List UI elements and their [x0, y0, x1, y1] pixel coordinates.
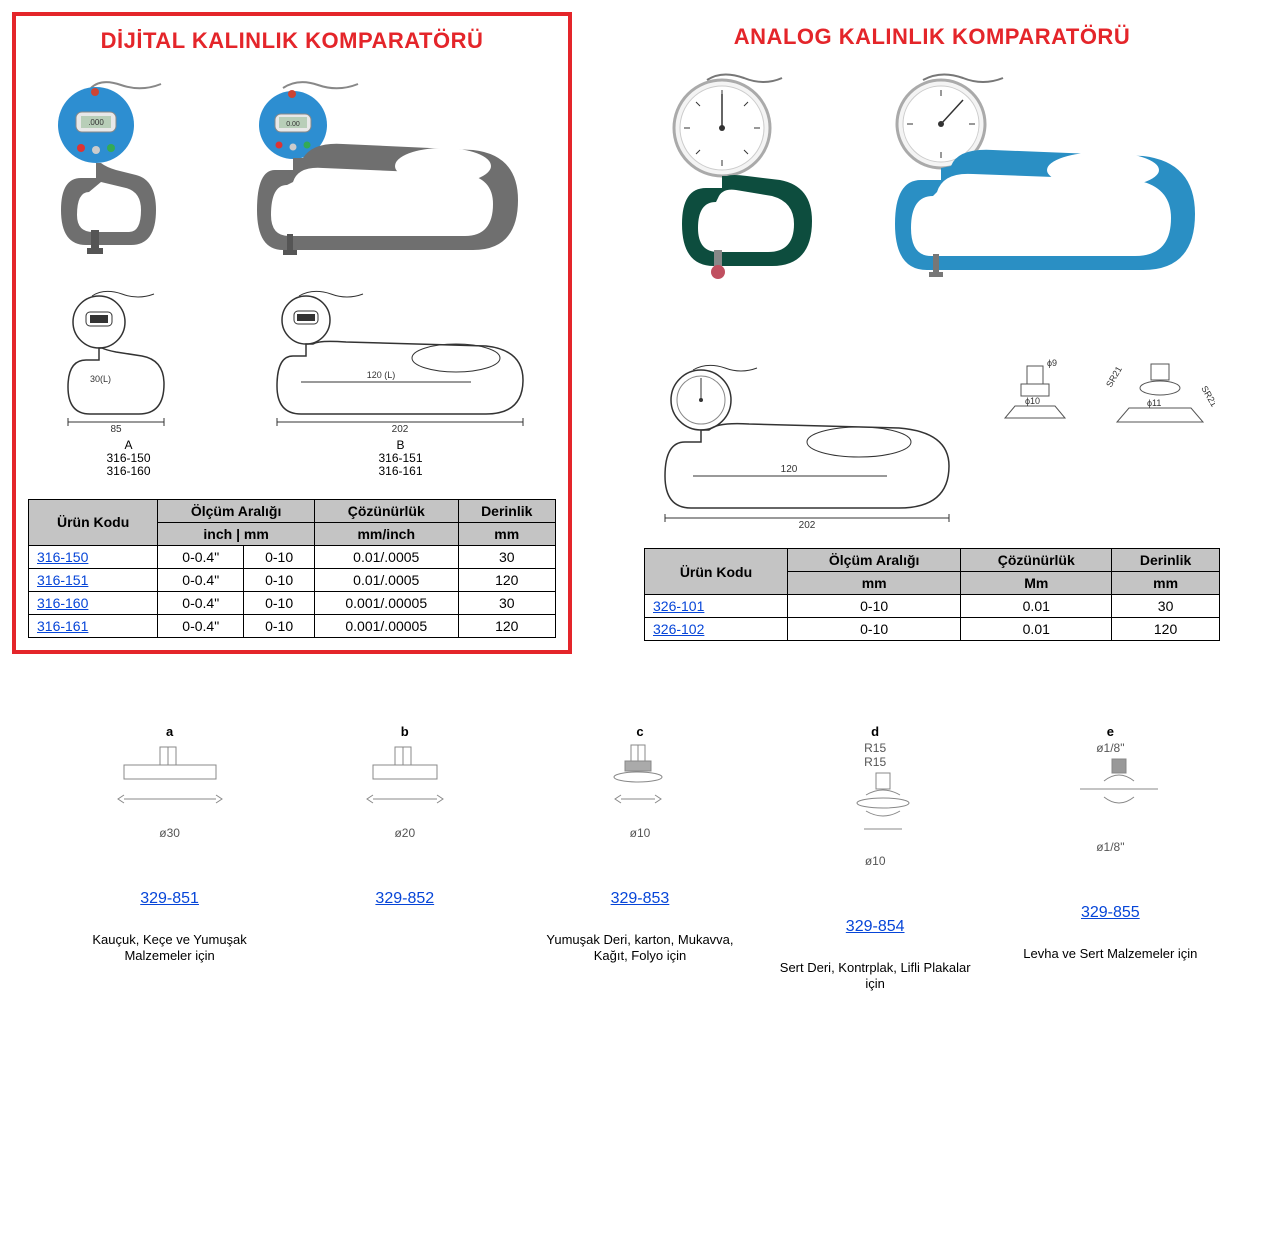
th-range: Ölçüm Aralığı [158, 499, 315, 522]
tip-diagram-icon [70, 741, 270, 826]
digital-dimension-diagrams: 30(L) 85 A 316-150 316-160 [28, 282, 556, 479]
th-range: Ölçüm Aralığı [787, 549, 960, 572]
tip-description: Sert Deri, Kontrplak, Lifli Plakalar içi… [775, 960, 975, 994]
svg-text:ϕ11: ϕ11 [1147, 398, 1161, 408]
tip-letter: d [775, 724, 975, 739]
anvil-tip-diagrams: ϕ9 ϕ10 SR21 SR21 ϕ11 [995, 358, 1215, 458]
table-row: 316-1510-0.4"0-100.01/.0005120 [29, 568, 556, 591]
svg-text:ϕ9: ϕ9 [1047, 358, 1057, 368]
table-row: 326-1010-100.0130 [645, 595, 1220, 618]
product-link[interactable]: 329-853 [611, 890, 670, 907]
analog-product-images [644, 66, 1220, 286]
digital-panel: DİJİTAL KALINLIK KOMPARATÖRÜ .000 [12, 12, 572, 654]
svg-text:202: 202 [391, 424, 408, 432]
tip-dim2: ø1/8" [1010, 741, 1210, 755]
anvil-tips-row: a ø30 329-851 Kauçuk, Keçe ve Yumuşak Malze… [12, 724, 1268, 994]
svg-text:SR21: SR21 [1199, 384, 1215, 408]
th-depth-sub: mm [1112, 572, 1220, 595]
tip-diagram-icon [305, 741, 505, 826]
tip-description: Yumuşak Deri, karton, Mukavva, Kağıt, Fo… [540, 932, 740, 966]
digital-gauge-large-icon: 0.00 [243, 70, 543, 270]
tip-column: a ø30 329-851 Kauçuk, Keçe ve Yumuşak Malze… [70, 724, 270, 966]
tip-diagram-icon [540, 741, 740, 826]
th-res: Çözünürlük [961, 549, 1112, 572]
product-link[interactable]: 316-151 [37, 572, 88, 588]
svg-text:ϕ10: ϕ10 [1025, 396, 1040, 406]
svg-text:0.00: 0.00 [286, 121, 300, 128]
digital-title: DİJİTAL KALINLIK KOMPARATÖRÜ [28, 28, 556, 54]
svg-text:.000: .000 [88, 118, 104, 127]
analog-gauge-large-icon [873, 66, 1213, 286]
svg-text:120: 120 [781, 464, 798, 475]
tip-description: Levha ve Sert Malzemeler için [1010, 946, 1210, 963]
tip-dim: ø20 [305, 826, 505, 840]
dim-diagram-b: 120 (L) 202 B 316-151 316-161 [261, 282, 541, 479]
th-range-sub: mm [787, 572, 960, 595]
tip-dim2: R15 [775, 741, 975, 755]
tip-dim: ø10 [775, 854, 975, 868]
product-link[interactable]: 329-851 [140, 890, 199, 907]
digital-spec-table: Ürün Kodu Ölçüm Aralığı Çözünürlük Derin… [28, 499, 556, 638]
dim-diagram-a: 30(L) 85 A 316-150 316-160 [44, 282, 214, 479]
svg-text:SR21: SR21 [1105, 365, 1124, 389]
svg-text:85: 85 [110, 424, 122, 432]
table-row: 316-1610-0.4"0-100.001/.00005120 [29, 614, 556, 637]
th-res: Çözünürlük [315, 499, 459, 522]
digital-product-images: .000 0.00 [28, 70, 556, 270]
analog-spec-table: Ürün Kodu Ölçüm Aralığı Çözünürlük Derin… [644, 548, 1220, 641]
tip-letter: c [540, 724, 740, 739]
tip-dim: ø30 [70, 826, 270, 840]
svg-text:202: 202 [799, 520, 816, 528]
analog-dim-diagram: 120 202 [649, 358, 969, 528]
analog-dimension-diagrams: 120 202 ϕ9 ϕ10 SR21 [644, 358, 1220, 528]
tip-letter: a [70, 724, 270, 739]
tip-letter: b [305, 724, 505, 739]
tip-diagram-icon [775, 769, 975, 854]
table-row: 326-1020-100.01120 [645, 618, 1220, 641]
dim-b-label: B 316-151 316-161 [261, 439, 541, 479]
analog-title: ANALOG KALINLIK KOMPARATÖRÜ [644, 24, 1220, 50]
tip-letter: e [1010, 724, 1210, 739]
product-link[interactable]: 326-102 [653, 621, 704, 637]
tip-column: d R15R15 ø10 329-854 Sert Deri, Kontrplak, L… [775, 724, 975, 994]
top-row: DİJİTAL KALINLIK KOMPARATÖRÜ .000 [12, 12, 1268, 654]
tip-dim3: R15 [775, 755, 975, 769]
dim-a-label: A 316-150 316-160 [44, 439, 214, 479]
th-depth: Derinlik [1112, 549, 1220, 572]
product-link[interactable]: 326-101 [653, 598, 704, 614]
tip-dim: ø10 [540, 826, 740, 840]
table-row: 316-1500-0.4"0-100.01/.000530 [29, 545, 556, 568]
th-code: Ürün Kodu [29, 499, 158, 545]
product-link[interactable]: 329-852 [375, 890, 434, 907]
th-code: Ürün Kodu [645, 549, 788, 595]
tip-column: c ø10 329-853 Yumuşak Deri, karton, Mukavva… [540, 724, 740, 966]
product-link[interactable]: 316-160 [37, 595, 88, 611]
th-depth-sub: mm [458, 522, 556, 545]
th-range-sub: inch | mm [158, 522, 315, 545]
tip-dim: ø1/8" [1010, 840, 1210, 854]
digital-gauge-small-icon: .000 [41, 70, 201, 270]
product-link[interactable]: 329-854 [846, 918, 905, 935]
table-row: 316-1600-0.4"0-100.001/.0000530 [29, 591, 556, 614]
product-link[interactable]: 329-855 [1081, 904, 1140, 921]
product-link[interactable]: 316-150 [37, 549, 88, 565]
svg-text:30(L): 30(L) [90, 374, 111, 384]
th-depth: Derinlik [458, 499, 556, 522]
product-link[interactable]: 316-161 [37, 618, 88, 634]
tip-column: e ø1/8" ø1/8" 329-855 Levha ve Sert Malzemel… [1010, 724, 1210, 963]
th-res-sub: Mm [961, 572, 1112, 595]
tip-column: b ø20 329-852 [305, 724, 505, 932]
tip-description: Kauçuk, Keçe ve Yumuşak Malzemeler için [70, 932, 270, 966]
analog-gauge-small-icon [652, 66, 842, 286]
analog-panel: ANALOG KALINLIK KOMPARATÖRÜ [632, 12, 1232, 653]
th-res-sub: mm/inch [315, 522, 459, 545]
tip-diagram-icon [1010, 755, 1210, 840]
svg-text:120 (L): 120 (L) [366, 370, 395, 380]
